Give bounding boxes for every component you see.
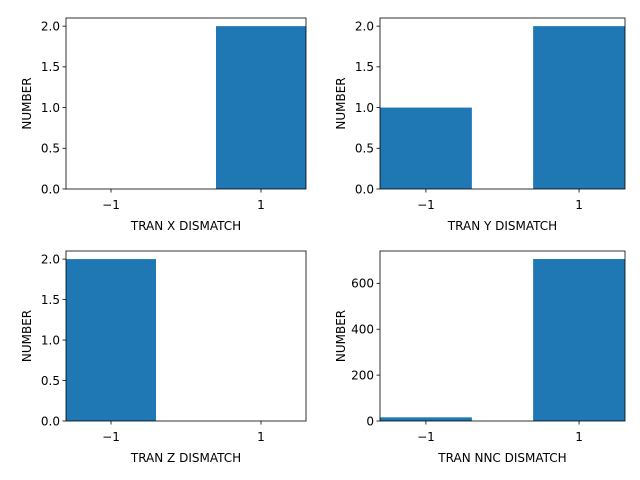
y-tick-label: 0.5 [355, 142, 374, 156]
bar-2-1 [380, 107, 472, 189]
plot-frame [379, 17, 626, 190]
y-axis-label: NUMBER [20, 310, 34, 362]
bar-4-1 [380, 417, 472, 421]
plot-frame [379, 250, 626, 422]
y-tick-label: 2.0 [355, 19, 374, 33]
y-tick-label: 1.0 [355, 101, 374, 115]
subplot-4: 0 200 400 600 −1 1 TRAN NNC DISMATCH NUMBER [334, 250, 626, 465]
subplot-1: 0.0 0.5 1.0 1.5 2.0 −1 1 TRAN X DISMATCH NUMBER [20, 17, 307, 233]
bar-3-1 [66, 259, 156, 421]
y-tick-label: 0 [366, 414, 374, 428]
bar-2-2 [533, 26, 625, 190]
y-tick-label: 0.5 [41, 374, 60, 388]
x-tick-label: −1 [417, 430, 435, 444]
x-tick-label: 1 [257, 430, 265, 444]
bar-1-2 [216, 26, 306, 190]
x-axis-label: TRAN Z DISMATCH [130, 451, 241, 465]
x-axis-label: TRAN NNC DISMATCH [437, 451, 566, 465]
y-axis-label: NUMBER [20, 77, 34, 129]
y-tick-label: 0.5 [41, 142, 60, 156]
x-tick-label: −1 [102, 198, 120, 212]
x-tick-label: 1 [575, 430, 583, 444]
x-axis-label: TRAN Y DISMATCH [447, 219, 557, 233]
y-tick-label: 1.0 [41, 101, 60, 115]
subplot-2: 0.0 0.5 1.0 1.5 2.0 −1 1 TRAN Y DISMATCH NUMBER [334, 17, 626, 233]
y-tick-label: 400 [351, 323, 374, 337]
y-tick-label: 1.0 [41, 333, 60, 347]
x-tick-label: −1 [102, 430, 120, 444]
y-tick-label: 1.5 [355, 60, 374, 74]
y-axis-label: NUMBER [334, 310, 348, 362]
y-tick-label: 200 [351, 368, 374, 382]
y-tick-label: 0.0 [41, 414, 60, 428]
plot-frame [65, 250, 307, 422]
x-axis-label: TRAN X DISMATCH [130, 219, 241, 233]
x-tick-label: −1 [417, 198, 435, 212]
x-tick-label: 1 [257, 198, 265, 212]
y-tick-label: 0.0 [41, 182, 60, 196]
subplot-3: 0.0 0.5 1.0 1.5 2.0 −1 1 TRAN Z DISMATCH NUMBER [20, 250, 307, 465]
plot-frame [65, 17, 307, 190]
x-tick-label: 1 [575, 198, 583, 212]
y-tick-label: 2.0 [41, 252, 60, 266]
bar-4-2 [533, 259, 625, 421]
y-tick-label: 2.0 [41, 19, 60, 33]
y-tick-label: 1.5 [41, 60, 60, 74]
y-tick-label: 1.5 [41, 293, 60, 307]
y-tick-label: 0.0 [355, 182, 374, 196]
y-tick-label: 600 [351, 277, 374, 291]
y-axis-label: NUMBER [334, 77, 348, 129]
